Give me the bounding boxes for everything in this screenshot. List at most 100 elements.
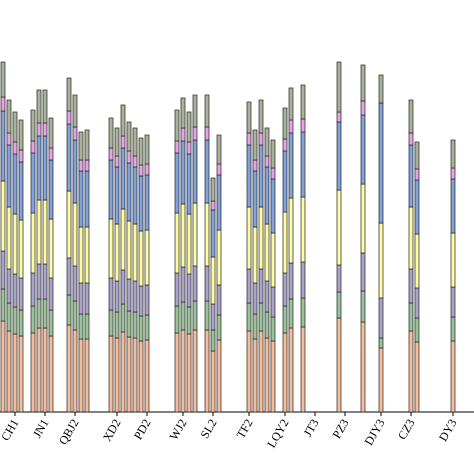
- bar-segment: [126, 162, 132, 222]
- bar-segment: [78, 282, 84, 315]
- bar-segment: [408, 132, 414, 146]
- bar-segment: [138, 164, 144, 177]
- bar-segment: [30, 140, 36, 154]
- bar-segment: [0, 180, 6, 252]
- bar-segment: [138, 175, 144, 232]
- bar-segment: [72, 126, 78, 141]
- bar-segment: [336, 291, 342, 319]
- x-tick-label: DY3: [436, 417, 460, 444]
- bar-segment: [252, 226, 258, 284]
- bar-segment: [210, 303, 216, 331]
- bar-segment: [174, 140, 180, 154]
- bar-segment: [6, 99, 12, 134]
- bar-segment: [186, 273, 192, 308]
- bar-segment: [42, 263, 48, 300]
- bar-segment: [204, 300, 210, 331]
- bar-segment: [174, 332, 180, 413]
- bar-segment: [144, 339, 150, 413]
- bar-segment: [138, 285, 144, 317]
- bar-segment: [120, 269, 126, 305]
- bar-segment: [6, 144, 12, 208]
- bar-segment: [258, 144, 264, 208]
- bar-segment: [126, 336, 132, 413]
- bar-segment: [36, 199, 42, 265]
- bar-segment: [144, 163, 150, 176]
- bar-segment: [282, 107, 288, 140]
- bar-segment: [114, 127, 120, 157]
- bar-segment: [132, 311, 138, 339]
- bar-segment: [48, 147, 54, 161]
- bar-segment: [174, 272, 180, 307]
- bar-segment: [204, 94, 210, 128]
- bar-segment: [36, 263, 42, 300]
- bar-segment: [144, 134, 150, 165]
- bar-segment: [126, 220, 132, 280]
- bar-segment: [378, 74, 384, 104]
- bar-segment: [114, 337, 120, 413]
- bar-segment: [0, 96, 6, 112]
- bar-segment: [282, 211, 288, 274]
- bar-segment: [264, 166, 270, 225]
- bar-segment: [450, 167, 456, 180]
- bar-segment: [300, 118, 306, 133]
- bar-segment: [18, 149, 24, 163]
- bar-segment: [42, 135, 48, 201]
- bar-segment: [282, 150, 288, 213]
- bar-segment: [360, 321, 366, 413]
- bar-segment: [264, 311, 270, 339]
- x-tick-label: JN1: [30, 417, 52, 441]
- bar-segment: [18, 219, 24, 279]
- bar-segment: [42, 327, 48, 413]
- bar-segment: [264, 280, 270, 313]
- bar-segment: [186, 213, 192, 275]
- bar-segment: [138, 230, 144, 287]
- bar-segment: [288, 298, 294, 329]
- bar-segment: [204, 329, 210, 413]
- bar-segment: [132, 280, 138, 313]
- bar-segment: [270, 139, 276, 169]
- bar-segment: [336, 317, 342, 413]
- bar-segment: [216, 339, 222, 413]
- bar-segment: [126, 310, 132, 338]
- bar-segment: [120, 331, 126, 413]
- x-tick-label: JT3: [300, 417, 321, 440]
- bar-segment: [336, 121, 342, 191]
- bar-segment: [126, 121, 132, 152]
- bar-segment: [216, 163, 222, 176]
- bar-segment: [414, 287, 420, 319]
- bar-segment: [186, 111, 192, 143]
- bar-segment: [408, 268, 414, 304]
- bar-segment: [216, 174, 222, 231]
- bar-segment: [12, 273, 18, 308]
- bar-segment: [216, 229, 222, 286]
- bar-segment: [78, 131, 84, 161]
- x-tick-label: LQY2: [264, 417, 291, 451]
- bar-segment: [252, 313, 258, 340]
- bar-segment: [48, 309, 54, 337]
- bar-segment: [42, 122, 48, 137]
- bar-segment: [258, 99, 264, 134]
- bar-segment: [300, 196, 306, 263]
- bar-segment: [114, 223, 120, 282]
- bar-segment: [66, 77, 72, 112]
- bar-segment: [270, 178, 276, 234]
- bar-segment: [288, 197, 294, 264]
- bar-segment: [114, 311, 120, 339]
- x-tick-label: SL2: [197, 417, 219, 441]
- bar-segment: [264, 127, 270, 157]
- bar-segment: [258, 206, 264, 270]
- bar-segment: [30, 272, 36, 307]
- bar-segment: [210, 350, 216, 413]
- bar-segment: [48, 335, 54, 413]
- bar-segment: [78, 338, 84, 413]
- bar-segment: [6, 268, 12, 304]
- bar-segment: [414, 179, 420, 235]
- bar-segment: [210, 200, 216, 211]
- bar-segment: [204, 265, 210, 302]
- bar-segment: [450, 286, 456, 318]
- bar-segment: [78, 170, 84, 228]
- bar-segment: [336, 111, 342, 123]
- bar-segment: [246, 268, 252, 304]
- bar-segment: [36, 122, 42, 137]
- bar-segment: [270, 316, 276, 342]
